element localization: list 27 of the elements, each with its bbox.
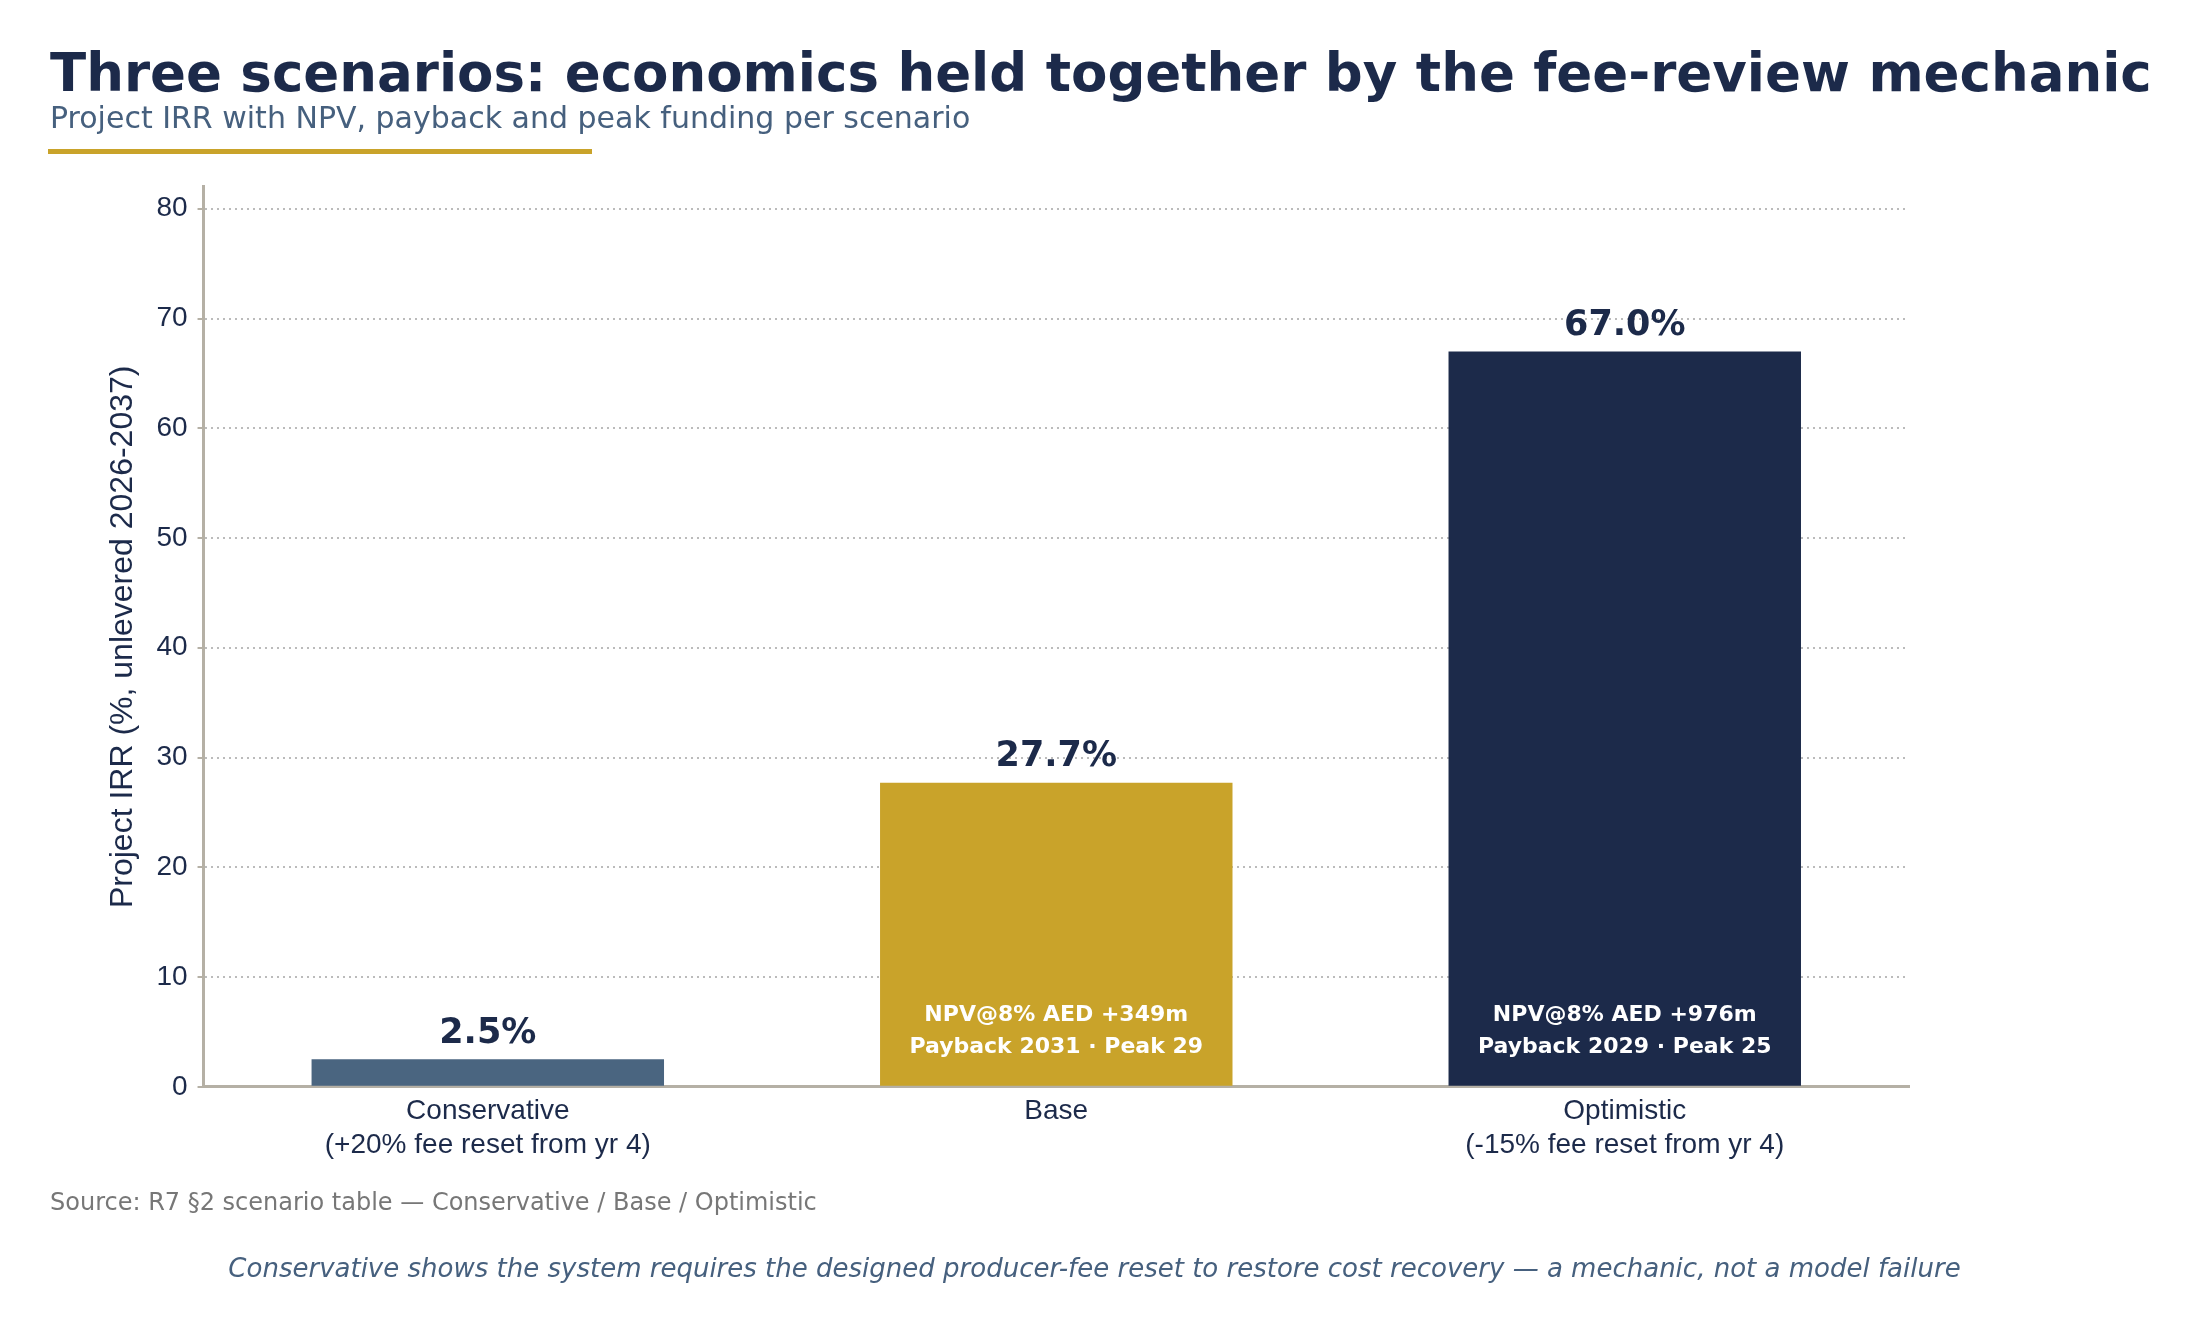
- y-tick-label: 80: [156, 191, 188, 223]
- x-tick-label: Base: [1024, 1094, 1089, 1126]
- y-tick-label: 10: [156, 959, 188, 991]
- bar: [1448, 351, 1801, 1086]
- annotation: NPV@8% AED +349m: [924, 1000, 1189, 1026]
- y-tick-label: 0: [171, 1069, 188, 1101]
- x-tick-label: Conservative (+20% fee reset from yr 4): [324, 1094, 651, 1159]
- annotation: NPV@8% AED +976m: [1492, 1000, 1757, 1026]
- bar: [880, 782, 1233, 1086]
- x-tick-label: Optimistic (-15% fee reset from yr 4): [1465, 1094, 1785, 1159]
- y-tick-label: 30: [156, 740, 188, 772]
- y-tick-label: 20: [156, 850, 188, 882]
- y-axis-title: Project IRR (%, unlevered 2026-2037): [103, 365, 140, 909]
- source-note: Source: R7 §2 scenario table — Conservative / Base / Optimistic: [50, 1188, 817, 1216]
- data-label: 67.0%: [1564, 303, 1686, 344]
- data-label: 27.7%: [995, 734, 1117, 775]
- chart-subtitle: Project IRR with NPV, payback and peak funding per scenario: [50, 100, 971, 135]
- y-tick-label: 40: [156, 630, 188, 662]
- annotation: Payback 2031 · Peak 29: [909, 1032, 1204, 1058]
- chart-title: Three scenarios: economics held together by the fee-review mechanic: [50, 42, 2152, 103]
- text: Conservative shows the system requires the designed producer-fee reset to restore cost recovery — a mechanic, not a model failure: [227, 1253, 1962, 1283]
- bar: [311, 1059, 665, 1086]
- annotation: Payback 2029 · Peak 25: [1477, 1032, 1772, 1058]
- data-label: 2.5%: [439, 1010, 537, 1051]
- y-tick-label: 60: [156, 410, 188, 442]
- y-tick-label: 70: [156, 301, 188, 333]
- y-tick-label: 50: [156, 520, 188, 552]
